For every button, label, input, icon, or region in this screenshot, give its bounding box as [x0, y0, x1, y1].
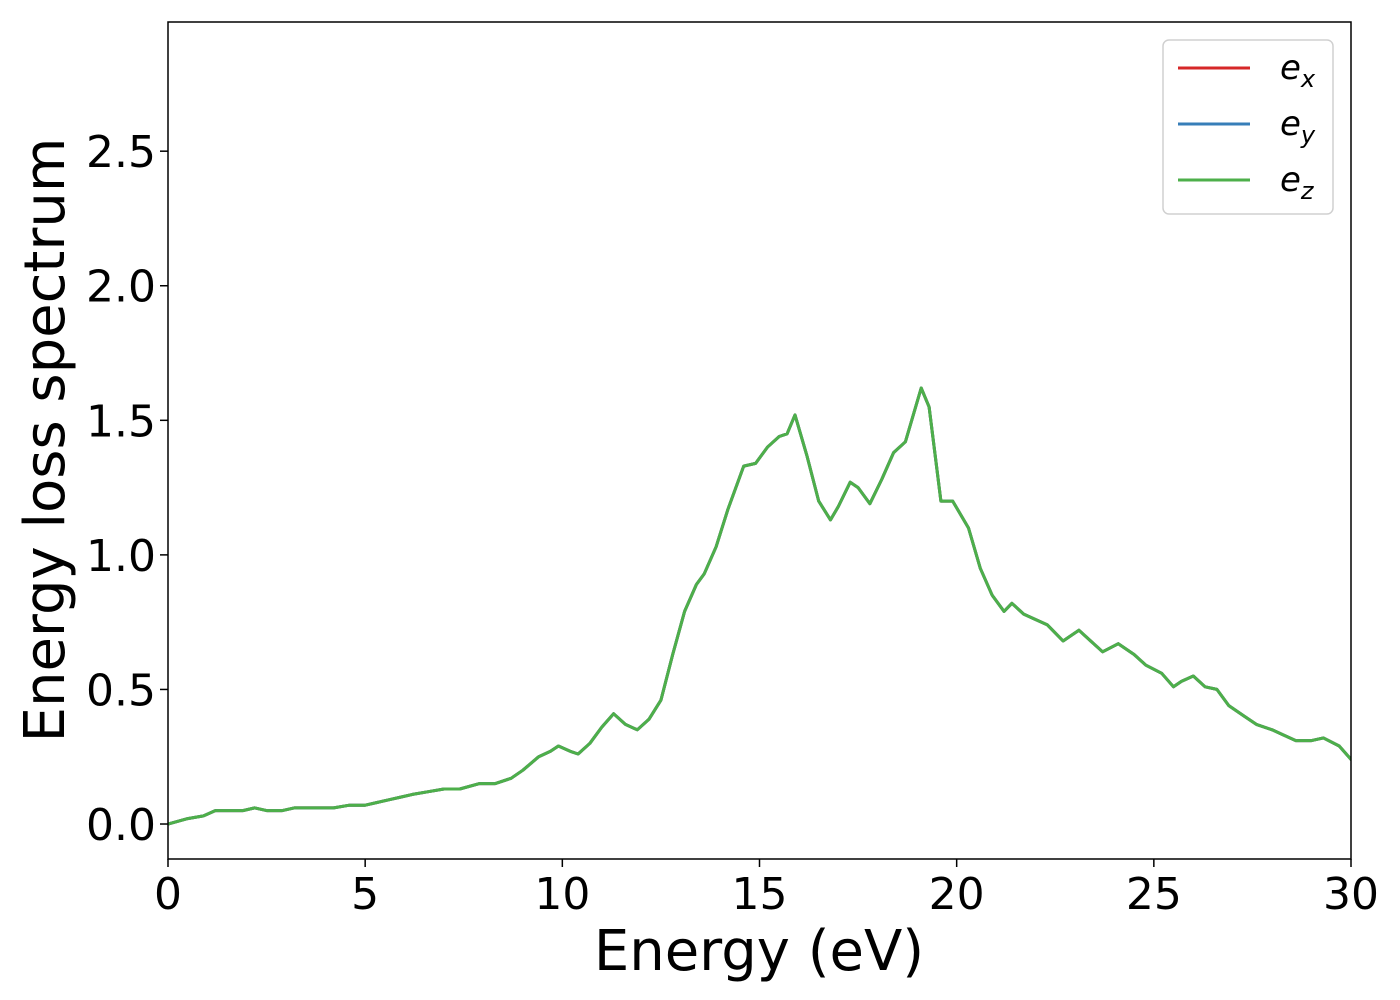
series-layer: [168, 386, 1351, 826]
x-tick-label: 10: [534, 869, 590, 920]
y-tick-label: 2.5: [86, 127, 156, 178]
x-tick-label: 25: [1126, 869, 1182, 920]
y-tick-label: 1.0: [86, 531, 156, 582]
x-tick-label: 20: [929, 869, 985, 920]
legend-label: ey: [1280, 104, 1316, 149]
y-tick-label: 2.0: [86, 262, 156, 313]
x-tick-label: 15: [732, 869, 788, 920]
legend: ex ey ez: [1162, 39, 1334, 215]
x-tick-label: 30: [1323, 869, 1379, 920]
x-axis: 0 5 10 15 20 25 30: [154, 859, 1379, 920]
y-tick-label: 1.5: [86, 396, 156, 447]
y-tick-label: 0.0: [86, 800, 156, 851]
x-tick-label: 5: [351, 869, 379, 920]
series-line-e-z: [168, 386, 1351, 826]
y-axis-title: Energy loss spectrum: [13, 138, 78, 743]
y-axis: 0.0 0.5 1.0 1.5 2.0 2.5: [86, 127, 168, 851]
legend-box: [1162, 39, 1334, 215]
plot-area: [167, 21, 1352, 860]
legend-label: ex: [1280, 48, 1316, 93]
y-tick-label: 0.5: [86, 665, 156, 716]
x-axis-title: Energy (eV): [594, 919, 924, 984]
x-tick-label: 0: [154, 869, 182, 920]
legend-label: ez: [1280, 160, 1315, 205]
